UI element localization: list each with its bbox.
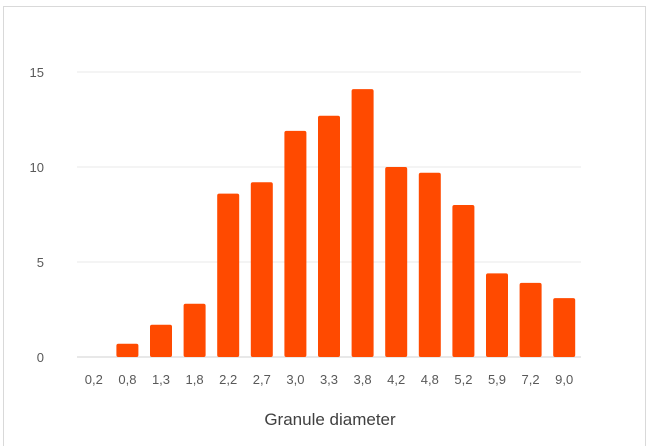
y-tick-label: 10 xyxy=(30,160,44,175)
x-tick-label: 5,9 xyxy=(488,372,506,387)
y-tick-label: 0 xyxy=(37,350,44,365)
bar-0-8 xyxy=(116,343,139,357)
bar-3-3 xyxy=(318,115,340,357)
x-tick-label: 9,0 xyxy=(555,372,573,387)
bar-9-0 xyxy=(553,298,576,357)
x-tick-label: 5,2 xyxy=(454,372,472,387)
x-tick-label: 0,8 xyxy=(118,372,136,387)
bar-5-2 xyxy=(452,205,475,357)
x-tick-label: 3,3 xyxy=(320,372,338,387)
y-tick-label: 15 xyxy=(30,65,44,80)
x-axis-ticks: 0,2 0,8 1,3 1,8 2,2 2,7 3,0 3,3 3,8 4,2 4,8 5,2 5,9 7… xyxy=(85,372,573,387)
x-tick-label: 4,2 xyxy=(387,372,405,387)
x-tick-label: 2,2 xyxy=(219,372,237,387)
x-tick-label: 7,2 xyxy=(522,372,540,387)
x-tick-label: 0,2 xyxy=(85,372,103,387)
bar-chart: 0 5 10 15 0,2 0,8 1,3 1,8 2,2 2,7 3,0 3,3 3,8 4,2 4,8… xyxy=(30,65,581,429)
x-tick-label: 3,8 xyxy=(354,372,372,387)
bar-4-8 xyxy=(418,172,441,357)
bar-2-2 xyxy=(217,193,240,357)
bar-7-2 xyxy=(519,282,542,357)
y-axis-ticks: 0 5 10 15 xyxy=(30,65,44,365)
x-tick-label: 3,0 xyxy=(286,372,304,387)
x-tick-label: 1,3 xyxy=(152,372,170,387)
x-tick-label: 4,8 xyxy=(421,372,439,387)
x-axis-title: Granule diameter xyxy=(264,410,396,429)
bar-3-0 xyxy=(284,130,307,357)
bar-2-7 xyxy=(250,182,273,357)
y-tick-label: 5 xyxy=(37,255,44,270)
bar-4-2 xyxy=(385,167,408,357)
bars xyxy=(116,89,576,357)
bar-1-8 xyxy=(183,303,206,357)
x-tick-label: 1,8 xyxy=(186,372,204,387)
bar-1-3 xyxy=(150,324,172,357)
bar-5-9 xyxy=(486,273,508,357)
x-tick-label: 2,7 xyxy=(253,372,271,387)
bar-3-8 xyxy=(351,89,374,357)
